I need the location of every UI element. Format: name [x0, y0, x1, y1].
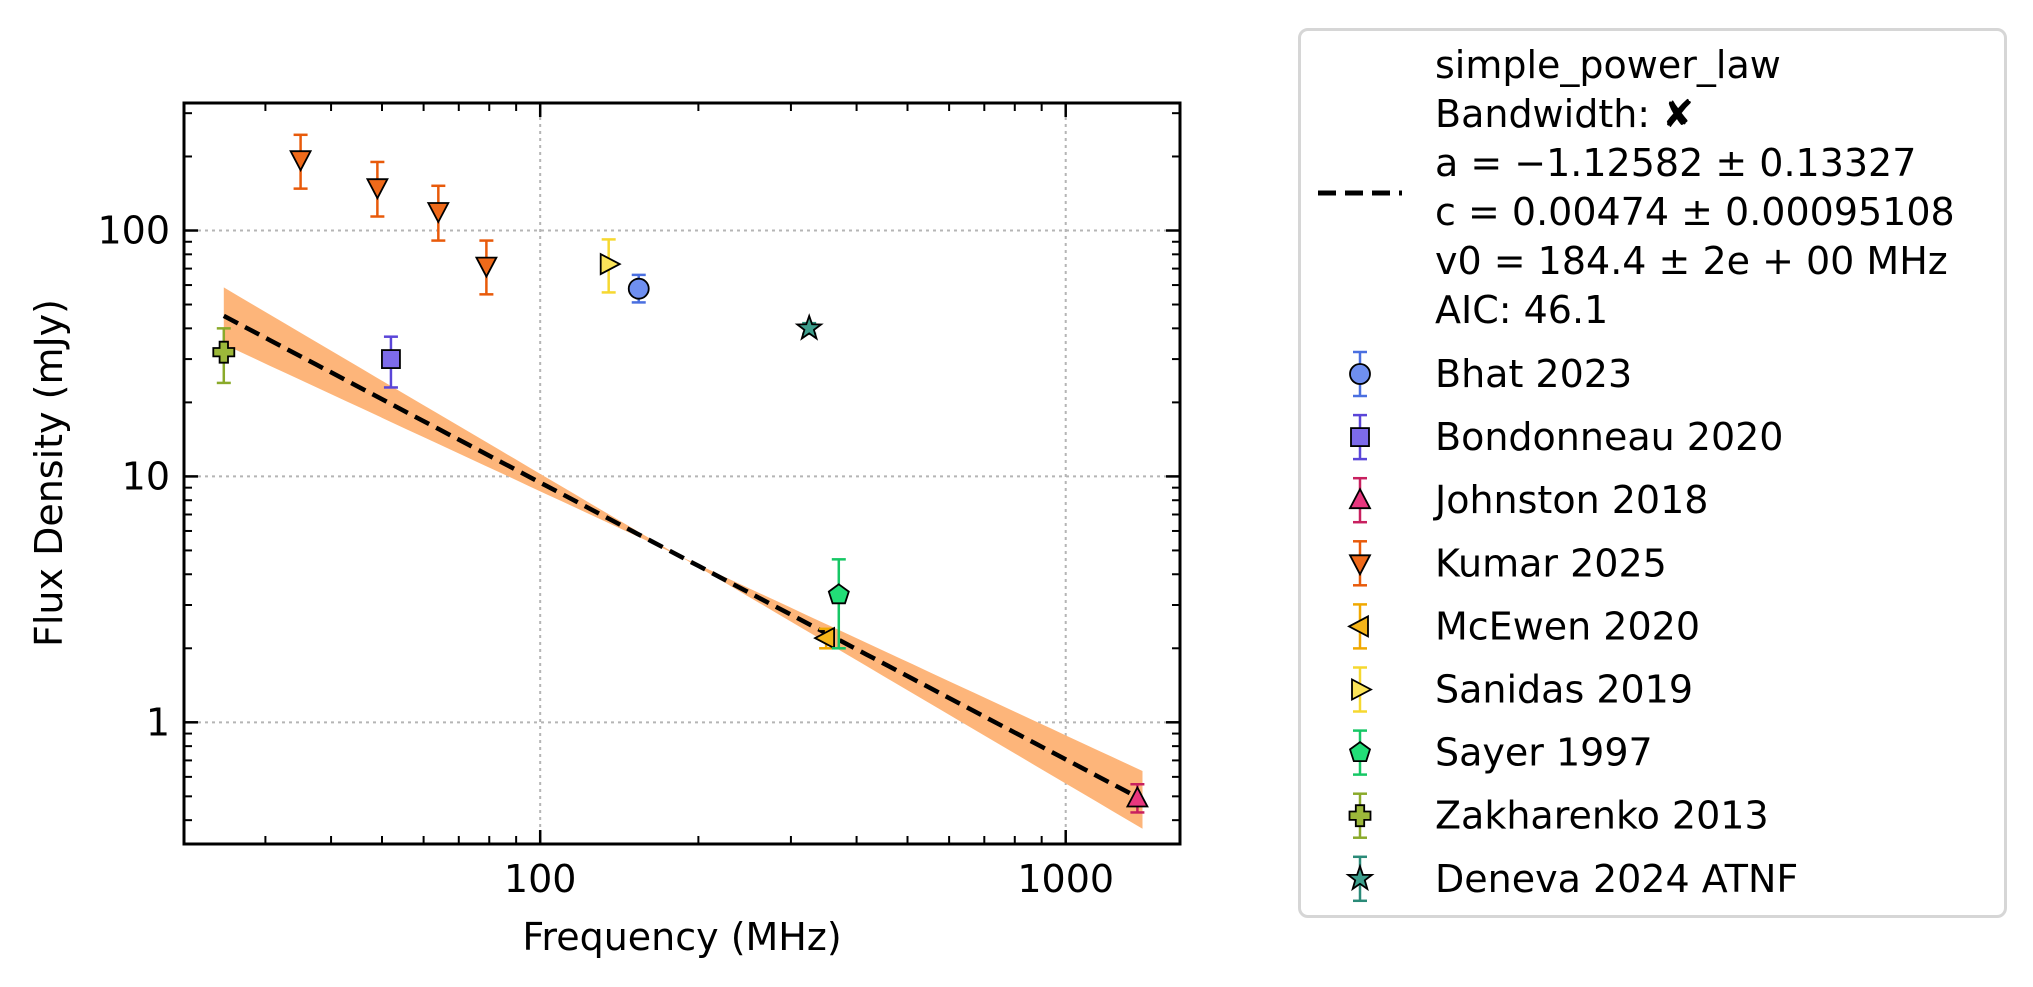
legend-entry: Sayer 1997 [1348, 729, 1653, 776]
fit-line-layer [222, 313, 1144, 802]
series-sayer-1997 [827, 558, 850, 650]
marker-shape [1348, 487, 1372, 510]
marker-shape [1350, 427, 1370, 448]
marker-shape [813, 626, 835, 650]
legend-fit-line-2: a = −1.12582 ± 0.13327 [1435, 141, 1916, 185]
legend-label: Sayer 1997 [1435, 731, 1653, 775]
series-mcewen-2020 [813, 626, 835, 650]
legend-label: Johnston 2018 [1433, 478, 1708, 522]
marker-shape [426, 202, 450, 224]
marker-shape [1348, 740, 1372, 762]
y-tick-label: 100 [97, 209, 170, 253]
series-kumar-2025 [289, 133, 498, 296]
legend-label: Deneva 2024 ATNF [1435, 857, 1798, 901]
series-johnston-2018 [1125, 782, 1149, 814]
x-tick-label: 1000 [1017, 857, 1114, 901]
x-axis-label: Frequency (MHz) [522, 915, 841, 959]
legend-entry: McEwen 2020 [1347, 603, 1700, 650]
legend-fit-line-1: Bandwidth: ✘ [1435, 92, 1694, 136]
marker-shape [599, 252, 622, 276]
legend-label: Bondonneau 2020 [1435, 415, 1783, 459]
legend-entry: Bondonneau 2020 [1350, 413, 1783, 461]
legend-fit-line-3: c = 0.00474 ± 0.00095108 [1435, 190, 1955, 234]
series-sanidas-2019 [599, 238, 622, 294]
marker-shape [474, 256, 498, 279]
marker-shape [1348, 554, 1372, 577]
legend-entry: Deneva 2024 ATNF [1345, 855, 1798, 903]
legend-entry: Sanidas 2019 [1351, 666, 1693, 713]
legend-label: Bhat 2023 [1435, 352, 1632, 396]
legend-fit-line-0: simple_power_law [1435, 43, 1781, 87]
marker-shape [212, 340, 236, 364]
marker-shape [827, 583, 850, 605]
plot-frame [182, 101, 1182, 846]
series-bhat-2023 [627, 273, 650, 304]
y-tick-label: 10 [122, 454, 170, 498]
y-tick-label: 1 [146, 700, 170, 744]
legend-entry: Kumar 2025 [1348, 540, 1667, 587]
legend-entry: Zakharenko 2013 [1348, 792, 1769, 839]
data-points [212, 133, 1149, 814]
legend-label: Zakharenko 2013 [1435, 794, 1769, 838]
marker-shape [794, 313, 824, 341]
marker-shape [381, 349, 401, 369]
y-axis-label: Flux Density (mJy) [27, 299, 71, 647]
legend-fit-line-5: AIC: 46.1 [1435, 288, 1608, 332]
marker-shape [289, 150, 313, 173]
marker-shape [1351, 678, 1373, 701]
marker-shape [1349, 363, 1371, 385]
grid [184, 103, 1180, 844]
marker-shape [1125, 785, 1149, 808]
legend-label: McEwen 2020 [1435, 604, 1700, 648]
series-zakharenko-2013 [212, 327, 236, 385]
axis-ticks: 100 1000 1 10 100 [97, 103, 1180, 901]
legend [1298, 28, 2007, 918]
marker-shape [365, 178, 389, 201]
legend-label: Sanidas 2019 [1435, 668, 1693, 712]
series-bondonneau-2020 [381, 335, 401, 389]
legend-fit-line-4: v0 = 184.4 ± 2e + 00 MHz [1435, 239, 1948, 283]
marker-shape [1348, 804, 1372, 828]
series-deneva-2024-atnf [794, 313, 824, 341]
marker-shape [627, 277, 650, 300]
legend-entry: Johnston 2018 [1348, 476, 1708, 524]
legend-label: Kumar 2025 [1435, 541, 1667, 585]
marker-shape [1345, 863, 1375, 892]
x-tick-label: 100 [504, 857, 577, 901]
marker-shape [1347, 614, 1369, 638]
fit-line [222, 313, 1144, 802]
legend-entry: Bhat 2023 [1349, 350, 1632, 398]
